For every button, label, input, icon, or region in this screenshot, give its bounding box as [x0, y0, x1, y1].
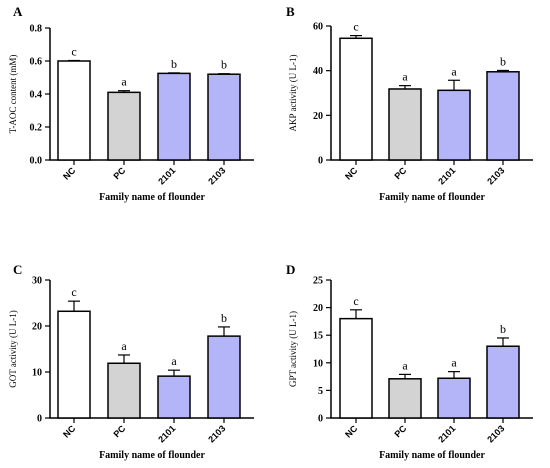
panel-c-bar-nc	[57, 310, 91, 419]
panel-c-bar-2103	[207, 335, 241, 419]
panel-d-x-tick-label: PC	[392, 423, 408, 439]
panel-b-significance-label: c	[353, 20, 358, 34]
panel-a-x-tick-label: PC	[111, 165, 127, 181]
panel-c-y-tick-label: 20	[32, 322, 42, 333]
panel-a-x-tick-label: 2101	[156, 165, 177, 186]
panel-c-x-tick-label: NC	[61, 423, 78, 440]
panel-c-y-tick-label: 10	[32, 368, 42, 379]
panel-a-y-tick-label: 0.2	[30, 123, 43, 134]
panel-b-y-tick-label: 0	[318, 156, 323, 167]
panel-d-y-tick-label: 20	[313, 303, 323, 314]
panel-a-significance-label: b	[171, 57, 177, 71]
panel-b-significance-label: a	[451, 64, 457, 78]
panel-d-x-tick-label: 2103	[485, 423, 506, 444]
panel-d-bar-2103	[486, 345, 520, 419]
panel-c-significance-label: c	[71, 285, 76, 299]
panel-c-x-tick-label: PC	[111, 423, 127, 439]
panel-b-bar-pc	[388, 88, 422, 161]
panel-a-x-tick-label: 2103	[206, 165, 227, 186]
panel-d-significance-label: a	[402, 358, 408, 372]
panel-b-x-axis-title: Family name of flounder	[379, 192, 485, 203]
panel-a-significance-label: c	[71, 45, 76, 59]
panel-c-significance-label: b	[221, 311, 227, 325]
panel-c-bar-2101	[157, 375, 191, 419]
panel-c-significance-label: a	[121, 339, 127, 353]
panel-b-x-tick-label: 2103	[485, 165, 506, 186]
panel-c-y-tick-label: 0	[37, 414, 42, 425]
panel-d-y-tick-label: 10	[313, 358, 323, 369]
panel-b-y-tick-label: 60	[313, 22, 323, 33]
panel-a-y-tick-label: 0.6	[30, 57, 43, 68]
panel-b-bar-2103	[486, 71, 520, 161]
panel-b-y-tick-label: 40	[313, 66, 323, 77]
panel-a-bar-nc	[57, 60, 91, 161]
panel-d-y-axis-title: GPT activity (U L-1)	[288, 311, 298, 387]
panel-c-bar-pc	[107, 362, 141, 419]
panel-c-significance-label: a	[171, 354, 177, 368]
panel-b-letter: B	[286, 4, 295, 19]
panel-d-y-tick-label: 25	[313, 276, 323, 287]
panel-d-y-tick-label: 5	[318, 386, 323, 397]
panel-b-x-tick-label: 2101	[436, 165, 457, 186]
panel-c-y-tick-label: 30	[32, 276, 42, 287]
panel-d-letter: D	[286, 262, 295, 277]
panel-d-x-tick-label: NC	[343, 423, 360, 440]
panel-d-significance-label: c	[353, 294, 358, 308]
panel-d-bar-nc	[339, 317, 373, 419]
panel-a-y-tick-label: 0.4	[30, 90, 43, 101]
panel-d-y-tick-label: 0	[318, 414, 323, 425]
panel-d-significance-label: b	[500, 322, 506, 336]
panel-b-significance-label: b	[500, 54, 506, 68]
panel-d-bar-2101	[437, 377, 471, 419]
panel-a-bar-pc	[107, 91, 141, 161]
panel-a-y-axis-title: T-AOC content (mM)	[8, 55, 18, 134]
panel-d-x-axis-title: Family name of flounder	[379, 450, 485, 461]
panel-a-y-tick-label: 0.8	[30, 24, 43, 35]
panel-b-bar-nc	[339, 37, 373, 161]
panel-a-x-tick-label: NC	[61, 165, 78, 182]
panel-c-x-tick-label: 2101	[156, 423, 177, 444]
panel-d-bar-pc	[388, 378, 422, 419]
panel-b-y-tick-label: 20	[313, 111, 323, 122]
panel-b-significance-label: a	[402, 70, 408, 84]
panel-b-x-tick-label: PC	[392, 165, 408, 181]
panel-b-bar-2101	[437, 89, 471, 161]
panel-a-significance-label: b	[221, 58, 227, 72]
panel-a-significance-label: a	[121, 75, 127, 89]
panel-c-x-axis-title: Family name of flounder	[99, 450, 205, 461]
panel-a-letter: A	[13, 4, 23, 19]
panel-d-x-tick-label: 2101	[436, 423, 457, 444]
panel-c-x-tick-label: 2103	[206, 423, 227, 444]
panel-c-letter: C	[13, 262, 22, 277]
panel-a-y-tick-label: 0.0	[30, 156, 43, 167]
panel-a-bar-2103	[207, 73, 241, 161]
panel-d-y-tick-label: 15	[313, 331, 323, 342]
panel-b-x-tick-label: NC	[343, 165, 360, 182]
panel-b-y-axis-title: AKP activity (U L-1)	[288, 55, 298, 132]
panel-a-x-axis-title: Family name of flounder	[99, 192, 205, 203]
panel-c-y-axis-title: GOT activity (U L-1)	[8, 310, 18, 388]
panel-d-significance-label: a	[451, 356, 457, 370]
panel-a-bar-2101	[157, 72, 191, 161]
